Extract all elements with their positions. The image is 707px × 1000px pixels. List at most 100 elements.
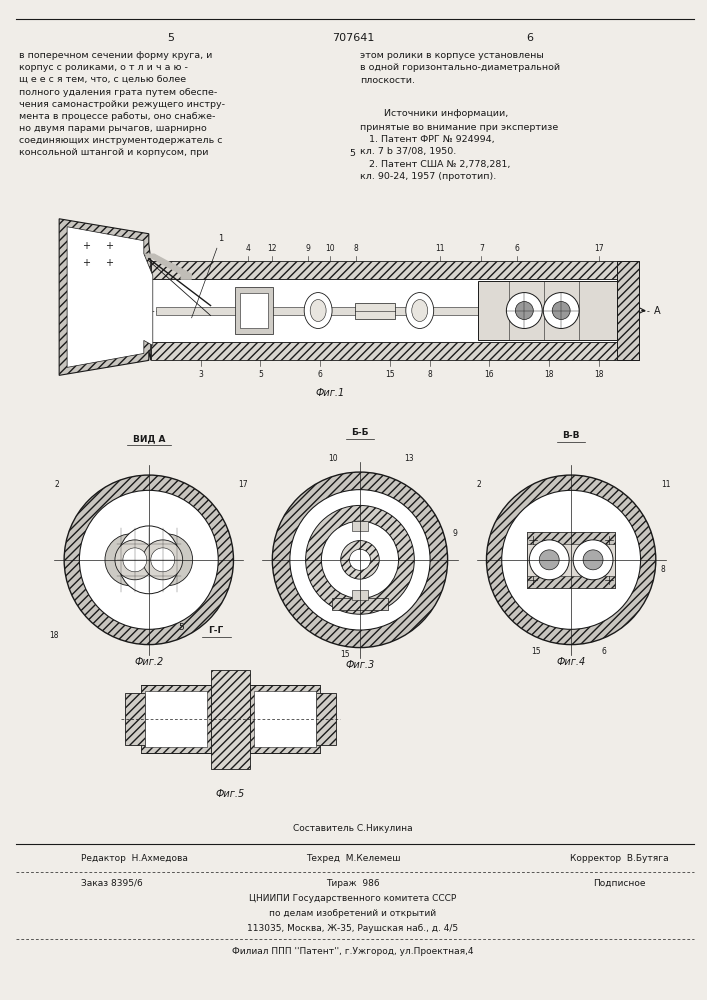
- Text: 2: 2: [54, 480, 59, 489]
- Text: 15: 15: [385, 370, 395, 379]
- Text: 113035, Москва, Ж-35, Раушская наб., д. 4/5: 113035, Москва, Ж-35, Раушская наб., д. …: [247, 924, 459, 933]
- Text: 7: 7: [479, 244, 484, 253]
- Text: 11: 11: [661, 480, 670, 489]
- Bar: [617, 261, 639, 360]
- Circle shape: [543, 293, 579, 328]
- Text: 6: 6: [317, 370, 322, 379]
- Text: Заказ 8395/6: Заказ 8395/6: [81, 879, 143, 888]
- Text: 8: 8: [427, 370, 432, 379]
- Circle shape: [290, 490, 430, 630]
- Text: 12: 12: [267, 244, 277, 253]
- Text: +: +: [105, 241, 113, 251]
- Text: 15: 15: [532, 647, 542, 656]
- Circle shape: [123, 548, 147, 572]
- Text: 18: 18: [49, 631, 59, 640]
- Bar: [141, 685, 211, 753]
- Circle shape: [573, 540, 613, 580]
- Text: 4: 4: [246, 244, 251, 253]
- Text: 707641: 707641: [332, 33, 374, 43]
- Text: Фиг.4: Фиг.4: [556, 657, 586, 667]
- Text: Тираж  986: Тираж 986: [326, 879, 380, 888]
- Circle shape: [79, 490, 218, 629]
- Text: 1: 1: [192, 234, 223, 318]
- Text: 5: 5: [168, 33, 174, 43]
- Bar: [151, 279, 639, 342]
- Circle shape: [115, 540, 155, 580]
- Text: Фиг.5: Фиг.5: [216, 789, 245, 799]
- Text: 5: 5: [177, 623, 184, 632]
- Text: этом ролики в корпусе установлены
в одной горизонтально-диаметральной
плоскости.: этом ролики в корпусе установлены в одно…: [360, 51, 560, 85]
- Text: 13: 13: [404, 454, 414, 463]
- Bar: [151, 261, 639, 279]
- Bar: [355, 303, 395, 319]
- Bar: [477, 281, 617, 340]
- Bar: [125, 693, 145, 745]
- Text: 18: 18: [544, 370, 554, 379]
- Circle shape: [515, 302, 533, 320]
- Bar: [352, 590, 368, 600]
- Bar: [235, 287, 274, 334]
- Text: A: A: [654, 306, 660, 316]
- Polygon shape: [59, 219, 151, 375]
- Ellipse shape: [411, 300, 428, 321]
- Circle shape: [502, 490, 641, 629]
- Circle shape: [64, 475, 233, 645]
- Text: 6: 6: [601, 647, 606, 656]
- Circle shape: [341, 541, 379, 579]
- Circle shape: [322, 521, 399, 598]
- Text: Фиг.1: Фиг.1: [315, 388, 345, 398]
- Circle shape: [151, 548, 175, 572]
- Text: 10: 10: [329, 454, 338, 463]
- Text: принятые во внимание при экспертизе
   1. Патент ФРГ № 924994,
кл. 7 b 37/08, 19: принятые во внимание при экспертизе 1. П…: [360, 123, 559, 181]
- Text: +: +: [82, 258, 90, 268]
- Text: Фиг.3: Фиг.3: [345, 660, 375, 670]
- Text: 9: 9: [452, 529, 457, 538]
- Bar: [316, 693, 336, 745]
- Text: в поперечном сечении форму круга, и
корпус с роликами, о т л и ч а ю -
щ е е с я: в поперечном сечении форму круга, и корп…: [19, 51, 226, 157]
- Text: по делам изобретений и открытий: по делам изобретений и открытий: [269, 909, 436, 918]
- Text: Редактор  Н.Ахмедова: Редактор Н.Ахмедова: [81, 854, 188, 863]
- Bar: [352, 521, 368, 531]
- Text: 11: 11: [435, 244, 445, 253]
- Text: +: +: [105, 258, 113, 268]
- Text: Техред  М.Келемеш: Техред М.Келемеш: [305, 854, 400, 863]
- Text: 5: 5: [258, 370, 263, 379]
- Circle shape: [349, 549, 370, 570]
- Bar: [332, 598, 388, 610]
- Text: 15: 15: [340, 650, 350, 659]
- Text: ЦНИИПИ Государственного комитета СССР: ЦНИИПИ Государственного комитета СССР: [250, 894, 457, 903]
- Bar: [240, 293, 269, 328]
- Ellipse shape: [406, 293, 433, 328]
- Circle shape: [486, 475, 656, 645]
- Text: 17: 17: [594, 244, 604, 253]
- Circle shape: [552, 302, 570, 320]
- Text: Подписное: Подписное: [592, 879, 645, 888]
- Circle shape: [272, 472, 448, 648]
- Text: Б-Б: Б-Б: [351, 428, 369, 437]
- Text: В-В: В-В: [562, 431, 580, 440]
- Circle shape: [143, 540, 182, 580]
- Text: 16: 16: [485, 370, 494, 379]
- Bar: [527, 576, 615, 588]
- Text: 17: 17: [238, 480, 248, 489]
- Text: Составитель С.Никулина: Составитель С.Никулина: [293, 824, 413, 833]
- Circle shape: [583, 550, 603, 570]
- Ellipse shape: [304, 293, 332, 328]
- Text: 2: 2: [477, 480, 481, 489]
- Polygon shape: [67, 227, 153, 367]
- Bar: [151, 342, 639, 360]
- Bar: [250, 685, 320, 753]
- Text: 18: 18: [595, 370, 604, 379]
- Circle shape: [305, 505, 414, 614]
- Circle shape: [539, 550, 559, 570]
- Circle shape: [530, 540, 569, 580]
- Circle shape: [141, 534, 192, 586]
- Ellipse shape: [310, 300, 326, 321]
- Bar: [156, 307, 634, 315]
- Text: 9: 9: [305, 244, 310, 253]
- Text: +: +: [82, 241, 90, 251]
- Ellipse shape: [118, 526, 180, 594]
- Bar: [145, 691, 206, 747]
- Text: Филиал ППП ''Патент'', г.Ужгород, ул.Проектная,4: Филиал ППП ''Патент'', г.Ужгород, ул.Про…: [233, 947, 474, 956]
- Circle shape: [105, 534, 157, 586]
